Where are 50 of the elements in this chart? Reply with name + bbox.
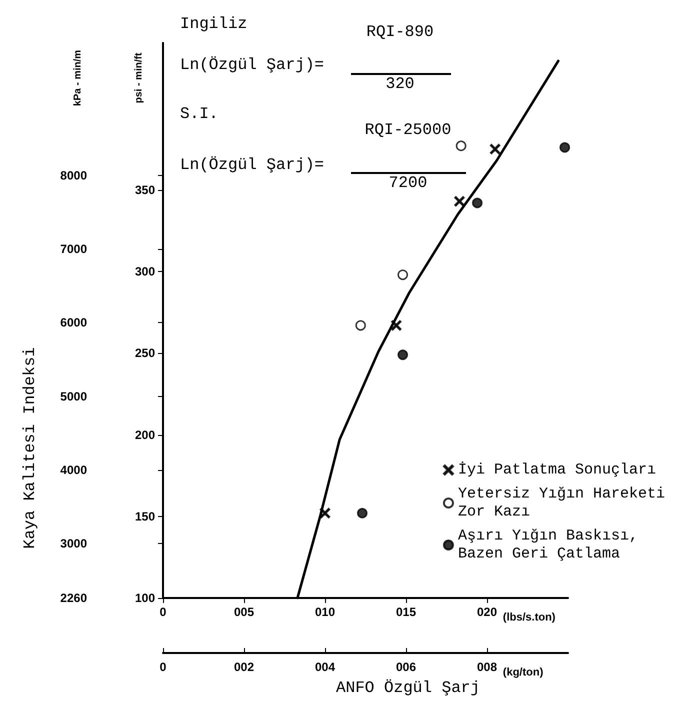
x2-tick-label: 004 — [314, 660, 336, 674]
annotation: Ln(Özgül Şarj)= — [180, 156, 324, 174]
y-tick-label: 350 — [134, 182, 156, 197]
point — [472, 198, 483, 208]
annotation: Ln(Özgül Şarj)= — [180, 56, 324, 74]
point — [560, 142, 570, 153]
point — [391, 320, 402, 331]
text: RQI-890 — [366, 23, 434, 41]
point — [398, 270, 408, 280]
point — [357, 508, 368, 518]
y2-tick-label: 8000 — [60, 168, 88, 182]
y2-tick-label: 6000 — [60, 316, 88, 330]
y2-axis-title: kPa - min/m — [72, 50, 84, 106]
x2-tick-label: 002 — [234, 660, 254, 674]
x-tick-label: 020 — [476, 605, 498, 619]
y2-tick-label: 2260 — [60, 591, 88, 605]
y2-tick-label: 4000 — [60, 462, 88, 477]
text: Ingiliz — [180, 15, 248, 33]
legend-label: Yetersiz Yığın Hareketi Zor Kazı — [458, 486, 666, 520]
point — [490, 144, 500, 154]
text: Kaya Kalitesi Indeksi — [21, 347, 39, 549]
y2-tick-label: 5000 — [60, 389, 88, 404]
x2-tick-label: 0 — [160, 660, 167, 674]
point — [398, 350, 408, 360]
annotation: S.I. — [180, 105, 218, 123]
y-tick-label: 250 — [134, 346, 156, 360]
x-tick-label: 005 — [234, 605, 254, 619]
y-tick-label: 200 — [134, 428, 156, 442]
y-axis-title: psi - min/ft — [134, 52, 144, 104]
x2-tick-label: 006 — [396, 660, 416, 674]
x-tick-label: 010 — [314, 605, 336, 619]
text: ANFO Özgül Şarj — [336, 679, 480, 697]
y-tick-label: 300 — [134, 264, 156, 279]
annotation: 320 — [386, 75, 414, 93]
point — [454, 196, 465, 207]
x-tick-label: 0 — [160, 605, 167, 619]
y-tick-label: 150 — [134, 509, 156, 524]
legend-label: Aşırı Yığın Baskısı, Bazen Geri Çatlama — [458, 528, 638, 562]
point — [355, 320, 366, 331]
legend-label: İyi Patlatma Sonuçları — [458, 462, 656, 478]
annotation: 7200 — [388, 174, 428, 192]
x2-axis-title: (kg/ton) — [502, 666, 544, 678]
y2-tick-label: 7000 — [60, 242, 88, 256]
point — [456, 140, 466, 152]
x2-tick-label: 008 — [476, 660, 498, 674]
y-tick-label: 100 — [134, 591, 156, 605]
x-axis-title: (lbs/s.ton) — [502, 612, 556, 624]
y2-tick-label: 3000 — [60, 536, 88, 551]
x-tick-label: 015 — [396, 605, 416, 619]
annotation: RQI-25000 — [364, 121, 452, 139]
